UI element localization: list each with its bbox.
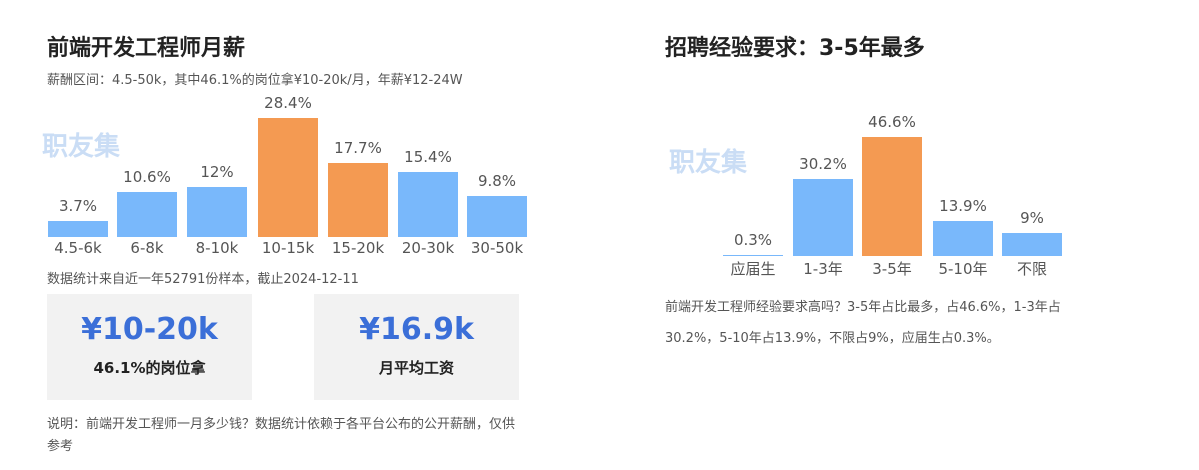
bar-应届生	[723, 254, 783, 256]
data-label: 13.9%	[939, 196, 987, 215]
bar-不限	[1002, 233, 1062, 256]
category-label: 3-5年	[872, 260, 912, 278]
salary-range-value: ¥10-20k	[81, 312, 218, 347]
average-salary-value: ¥16.9k	[359, 312, 474, 347]
category-label: 20-30k	[401, 239, 455, 257]
category-label: 10-15k	[261, 239, 315, 257]
category-label: 30-50k	[470, 239, 524, 257]
data-label: 46.6%	[868, 113, 916, 132]
salary-subtitle: 薪酬区间：4.5-50k，其中46.1%的岗位拿¥10-20k/月，年薪¥12-…	[47, 73, 463, 88]
salary-note: 说明：前端开发工程师一月多少钱？数据统计依赖于各平台公布的公开薪酬，仅供参考	[47, 417, 516, 454]
data-label: 9%	[1020, 209, 1044, 228]
category-label: 6-8k	[130, 239, 164, 257]
bar-6-8k	[117, 192, 177, 237]
bar-20-30k	[398, 172, 458, 237]
bar-5-10年	[933, 220, 993, 256]
category-label: 1-3年	[803, 260, 843, 278]
average-salary-card: ¥16.9k 月平均工资	[314, 294, 519, 400]
watermark-logo: 职友集	[42, 132, 121, 162]
experience-title: 招聘经验要求：3-5年最多	[665, 36, 925, 61]
data-label: 15.4%	[404, 148, 452, 167]
data-label: 28.4%	[264, 93, 312, 112]
salary-range-card: ¥10-20k 46.1%的岗位拿	[47, 294, 252, 400]
data-label: 3.7%	[58, 197, 98, 216]
salary-range-caption: 46.1%的岗位拿	[93, 359, 206, 377]
data-label: 0.3%	[733, 230, 773, 249]
data-label: 12%	[200, 162, 234, 181]
bar-8-10k	[187, 186, 247, 237]
data-label: 9.8%	[477, 171, 517, 190]
bar-15-20k	[328, 162, 388, 237]
data-label: 10.6%	[123, 168, 171, 187]
category-label: 8-10k	[195, 239, 239, 257]
data-label: 17.7%	[334, 138, 382, 157]
bar-3-5年	[862, 137, 922, 256]
category-label: 4.5-6k	[54, 239, 102, 257]
sample-source: 数据统计来自近一年52791份样本，截止2024-12-11	[47, 272, 359, 287]
category-label: 不限	[1016, 260, 1047, 278]
category-label: 5-10年	[938, 260, 988, 278]
bar-1-3年	[793, 178, 853, 256]
watermark-logo: 职友集	[669, 148, 748, 178]
average-salary-caption: 月平均工资	[378, 359, 454, 377]
bar-4.5-6k	[48, 221, 108, 237]
category-label: 应届生	[730, 260, 776, 278]
data-label: 30.2%	[799, 154, 847, 173]
experience-note: 前端开发工程师经验要求高吗？3-5年占比最多，占46.6%，1-3年占30.2%…	[665, 300, 1061, 346]
bar-30-50k	[467, 195, 527, 237]
bar-10-15k	[258, 117, 318, 237]
salary-title: 前端开发工程师月薪	[47, 36, 246, 61]
category-label: 15-20k	[331, 239, 385, 257]
